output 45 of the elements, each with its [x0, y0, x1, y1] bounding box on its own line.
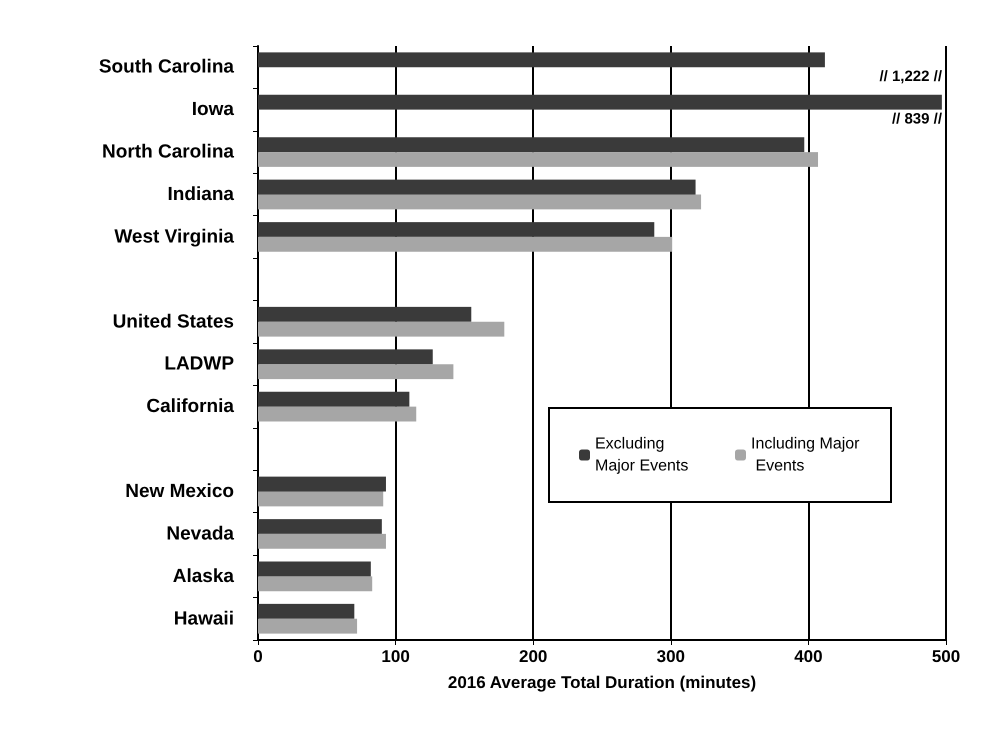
bar [258, 52, 825, 68]
bar [258, 152, 818, 167]
bar [258, 392, 410, 407]
bar [258, 137, 804, 152]
bar [258, 406, 416, 422]
legend-label: Excluding Major Events [595, 436, 688, 474]
bar [258, 519, 382, 534]
bar [258, 180, 696, 194]
x-axis-title: 2016 Average Total Duration (minutes) [448, 673, 756, 692]
bar [258, 364, 454, 380]
x-tick-label: 500 [932, 647, 960, 666]
x-tick-label: 0 [253, 647, 263, 666]
y-tick-label: LADWP [164, 354, 234, 375]
y-tick-label: California [146, 396, 234, 418]
bar [258, 534, 386, 549]
y-tick-label: West Virginia [114, 226, 234, 248]
x-tick-label: 400 [794, 647, 823, 666]
x-tick-label: 200 [519, 647, 548, 666]
bar [258, 576, 372, 592]
x-tick-label: 300 [656, 647, 685, 666]
y-tick-label: North Carolina [102, 142, 234, 163]
bar [258, 94, 942, 110]
y-tick-label: Iowa [192, 99, 234, 120]
bar [258, 476, 386, 492]
bar [258, 222, 654, 237]
annotation: // 839 // [892, 110, 943, 128]
bar [258, 349, 433, 364]
y-tick-label: Alaska [172, 566, 234, 587]
bar [258, 604, 354, 619]
y-tick-label: South Carolina [98, 56, 234, 78]
y-tick-label: Indiana [167, 184, 234, 205]
bar [258, 194, 702, 210]
bar [258, 618, 358, 634]
annotation: // 1,222 // [879, 68, 943, 86]
bar [258, 306, 472, 322]
y-tick-label: New Mexico [125, 481, 234, 502]
legend-label: Including Major Events [751, 436, 860, 474]
bar [258, 322, 504, 337]
y-tick-label: Hawaii [174, 608, 234, 630]
y-tick-label: United States [112, 311, 234, 332]
y-tick-label: Nevada [166, 523, 234, 544]
x-tick-label: 100 [381, 647, 410, 666]
bar [258, 492, 384, 506]
bar [258, 236, 672, 252]
bar [258, 562, 371, 576]
